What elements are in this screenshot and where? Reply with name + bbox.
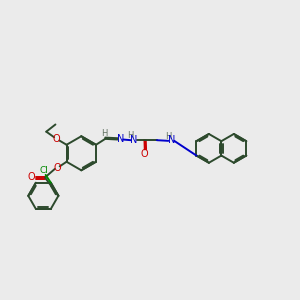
- Text: N: N: [117, 134, 124, 144]
- Text: N: N: [168, 135, 175, 145]
- Text: N: N: [130, 134, 137, 145]
- Text: O: O: [28, 172, 35, 182]
- Text: H: H: [127, 131, 134, 140]
- Text: Cl: Cl: [40, 167, 49, 176]
- Text: O: O: [141, 148, 148, 159]
- Text: O: O: [53, 134, 61, 144]
- Text: O: O: [54, 163, 61, 173]
- Text: H: H: [101, 129, 108, 138]
- Text: H: H: [165, 132, 171, 141]
